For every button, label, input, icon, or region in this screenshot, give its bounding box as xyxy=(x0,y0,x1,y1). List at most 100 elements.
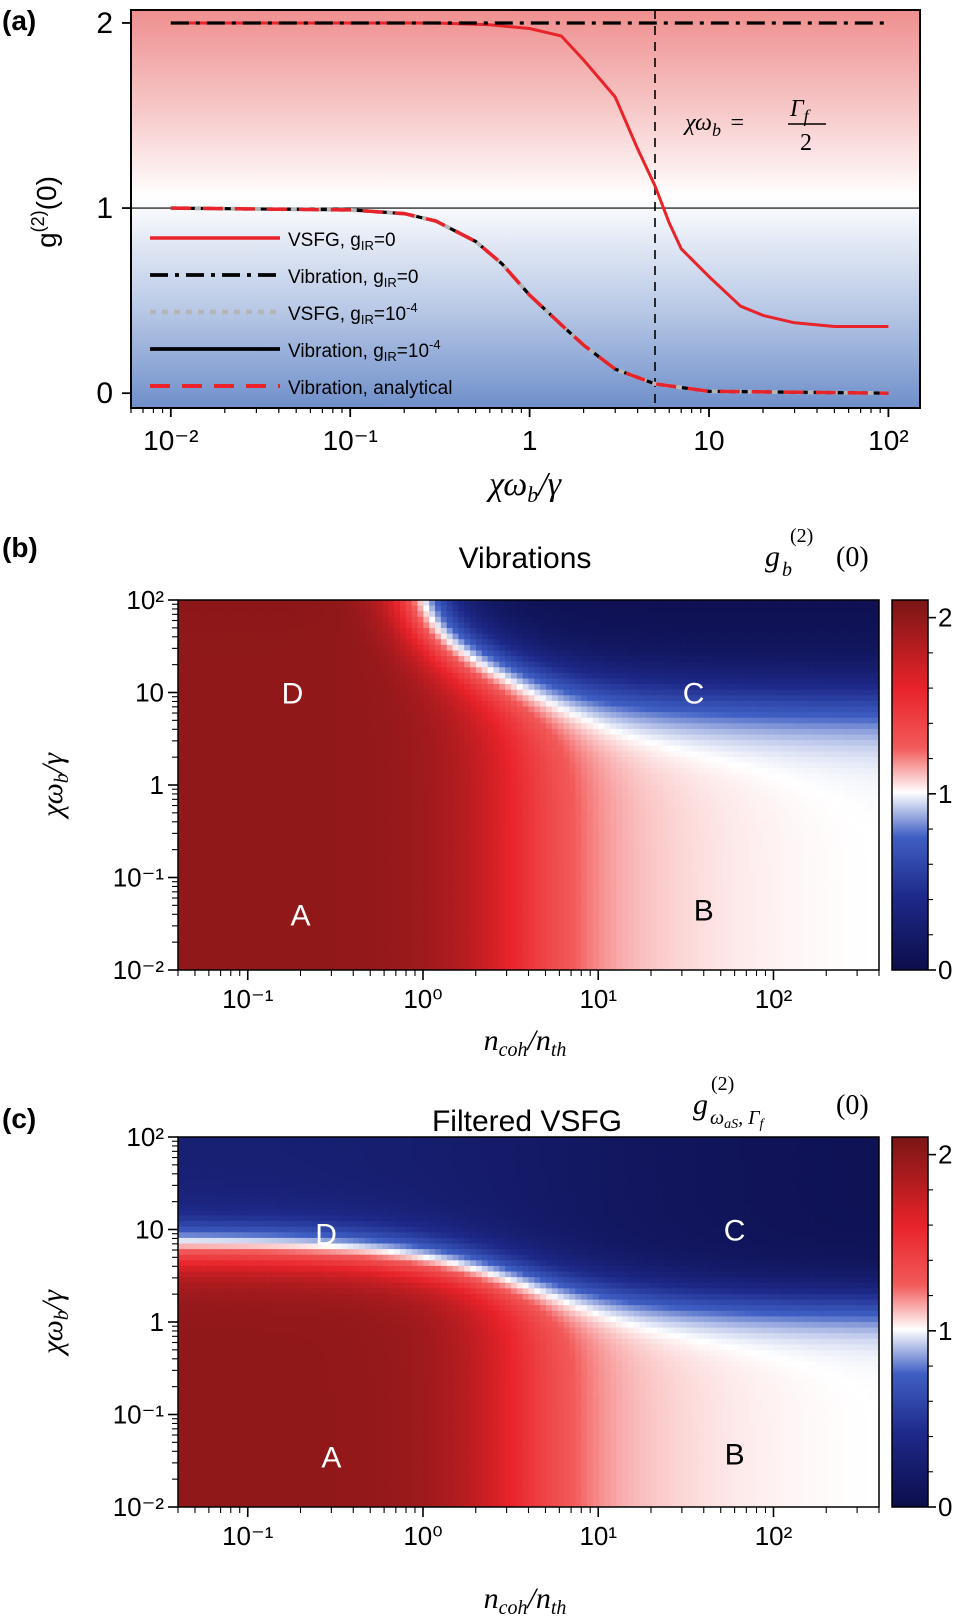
heat-cell xyxy=(464,813,471,820)
heat-cell xyxy=(621,807,629,814)
heat-cell xyxy=(423,622,430,629)
heat-cell xyxy=(616,751,623,758)
heat-cell xyxy=(867,661,874,668)
heat-cell xyxy=(300,678,308,685)
heat-cell xyxy=(347,796,354,803)
heat-cell xyxy=(803,639,810,646)
heat-cell xyxy=(610,745,617,752)
heat-cell xyxy=(762,650,769,657)
heat-cell xyxy=(183,723,191,730)
heat-cell xyxy=(616,801,623,809)
heat-cell xyxy=(265,751,273,758)
heat-cell xyxy=(651,768,658,775)
heat-cell xyxy=(189,728,197,736)
heat-cell xyxy=(657,773,664,780)
heat-cell xyxy=(376,751,384,758)
heat-cell xyxy=(832,745,839,752)
heat-cell xyxy=(195,762,202,769)
heat-cell xyxy=(505,734,512,741)
heat-cell xyxy=(633,728,641,736)
heat-cell xyxy=(288,706,296,713)
heat-cell xyxy=(715,672,722,680)
heat-cell xyxy=(283,684,290,691)
heat-cell xyxy=(668,672,676,680)
heat-cell xyxy=(399,717,407,724)
heat-cell xyxy=(464,745,471,752)
heat-cell xyxy=(756,717,763,724)
heat-cell xyxy=(727,751,734,758)
heat-cell xyxy=(779,684,787,691)
heat-cell xyxy=(592,756,600,764)
heat-cell xyxy=(312,633,319,640)
heat-cell xyxy=(481,762,489,769)
heat-cell xyxy=(779,622,787,629)
heat-cell xyxy=(803,616,810,624)
heat-cell xyxy=(522,667,530,674)
heat-cell xyxy=(417,605,424,612)
heat-cell xyxy=(347,728,354,736)
heat-cell xyxy=(347,717,354,724)
heat-cell xyxy=(621,700,629,708)
heat-cell xyxy=(417,773,424,780)
heat-cell xyxy=(324,622,331,629)
heat-cell xyxy=(435,633,442,640)
heat-cell xyxy=(855,790,863,797)
heat-cell xyxy=(855,656,863,663)
heat-cell xyxy=(475,824,483,831)
heat-cell xyxy=(826,717,833,724)
heat-cell xyxy=(645,616,652,624)
heat-cell xyxy=(207,678,214,685)
heat-cell xyxy=(493,768,500,775)
heat-cell xyxy=(277,740,284,747)
heat-cell xyxy=(399,813,407,820)
heat-cell xyxy=(732,740,740,747)
heat-cell xyxy=(312,639,319,646)
heat-cell xyxy=(750,779,757,786)
heat-cell xyxy=(300,813,308,820)
heat-cell xyxy=(657,633,664,640)
heat-cell xyxy=(768,756,775,764)
heat-cell xyxy=(674,824,681,831)
heat-cell xyxy=(452,628,459,635)
heat-cell xyxy=(464,740,471,747)
heat-cell xyxy=(288,633,296,640)
heat-cell xyxy=(762,684,769,691)
heat-cell xyxy=(376,734,384,741)
heat-cell xyxy=(768,628,775,635)
heat-cell xyxy=(662,818,670,825)
heat-cell xyxy=(405,639,413,646)
heat-cell xyxy=(797,616,804,624)
heat-cell xyxy=(715,644,722,652)
heat-cell xyxy=(265,628,273,635)
heat-cell xyxy=(849,745,857,752)
heat-cell xyxy=(861,728,868,736)
heat-cell xyxy=(867,616,874,624)
heat-cell xyxy=(487,628,495,635)
heat-cell xyxy=(481,712,489,719)
heat-cell xyxy=(242,745,249,752)
heat-cell xyxy=(329,773,337,780)
heat-cell xyxy=(207,667,214,674)
heat-cell xyxy=(546,616,553,624)
xtick-label-a: 10⁻¹ xyxy=(323,425,378,456)
heat-cell xyxy=(651,644,658,652)
heat-cell xyxy=(493,740,500,747)
heat-cell xyxy=(686,644,693,652)
heat-cell xyxy=(645,818,652,825)
heat-cell xyxy=(727,622,734,629)
heat-cell xyxy=(411,656,419,663)
heat-cell xyxy=(750,723,757,730)
heat-cell xyxy=(376,644,384,652)
heat-cell xyxy=(359,813,366,820)
heat-cell xyxy=(248,616,255,624)
heat-cell xyxy=(546,661,553,668)
heat-cell xyxy=(458,740,465,747)
heat-cell xyxy=(475,678,483,685)
heat-cell xyxy=(370,611,378,618)
heat-cell xyxy=(692,611,699,618)
heat-cell xyxy=(359,628,366,635)
heat-cell xyxy=(353,773,360,780)
heat-cell xyxy=(697,790,705,797)
heat-cell xyxy=(762,678,769,685)
heat-cell xyxy=(709,728,717,736)
